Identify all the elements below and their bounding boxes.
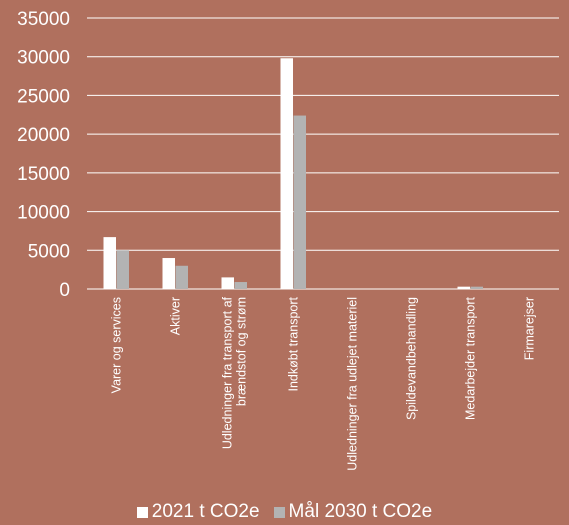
y-tick-15000: 15000 [17,164,70,185]
bar-s2-c4 [293,115,306,289]
legend-label-2021: 2021 t CO2e [151,501,260,522]
bar-s2-c7 [470,286,483,289]
legend-label-2030: Mål 2030 t CO2e [288,501,433,522]
y-tick-35000: 35000 [17,9,70,30]
legend: 2021 t CO2e Mål 2030 t CO2e [0,501,569,523]
x-tick-label-8: Firmarejser [523,297,537,360]
legend-swatch-2030 [273,506,285,518]
x-tick-label-1: Varer og services [110,297,124,393]
x-tick-label-4: Indkøbt transport [287,296,301,391]
bar-s2-c2 [175,265,188,289]
bar-s2-c3 [234,282,247,289]
legend-item-2021: 2021 t CO2e [136,501,260,523]
y-tick-5000: 5000 [28,241,70,262]
x-tick-label-7: Medarbejder transport [464,296,478,420]
y-tick-10000: 10000 [17,203,70,224]
x-tick-label-6: Spildevandbehandling [405,297,419,420]
bar-s1-c2 [162,258,175,289]
legend-item-2030: Mål 2030 t CO2e [273,501,433,523]
bar-s1-c1 [103,237,116,289]
x-tick-label-5: Udledninger fra udlejet materiel [346,297,360,471]
y-tick-0: 0 [59,280,70,301]
legend-swatch-2021 [136,506,148,518]
bar-s1-c4 [280,58,293,290]
y-tick-25000: 25000 [17,86,70,107]
y-tick-30000: 30000 [17,48,70,69]
bar-s1-c7 [457,286,470,289]
x-tick-label-2: Aktiver [169,297,183,335]
x-tick-label-3: Udledninger fra transport afbrændstof og… [221,296,249,449]
bar-s2-c1 [116,250,129,289]
y-tick-20000: 20000 [17,125,70,146]
bar-s1-c3 [221,277,234,289]
